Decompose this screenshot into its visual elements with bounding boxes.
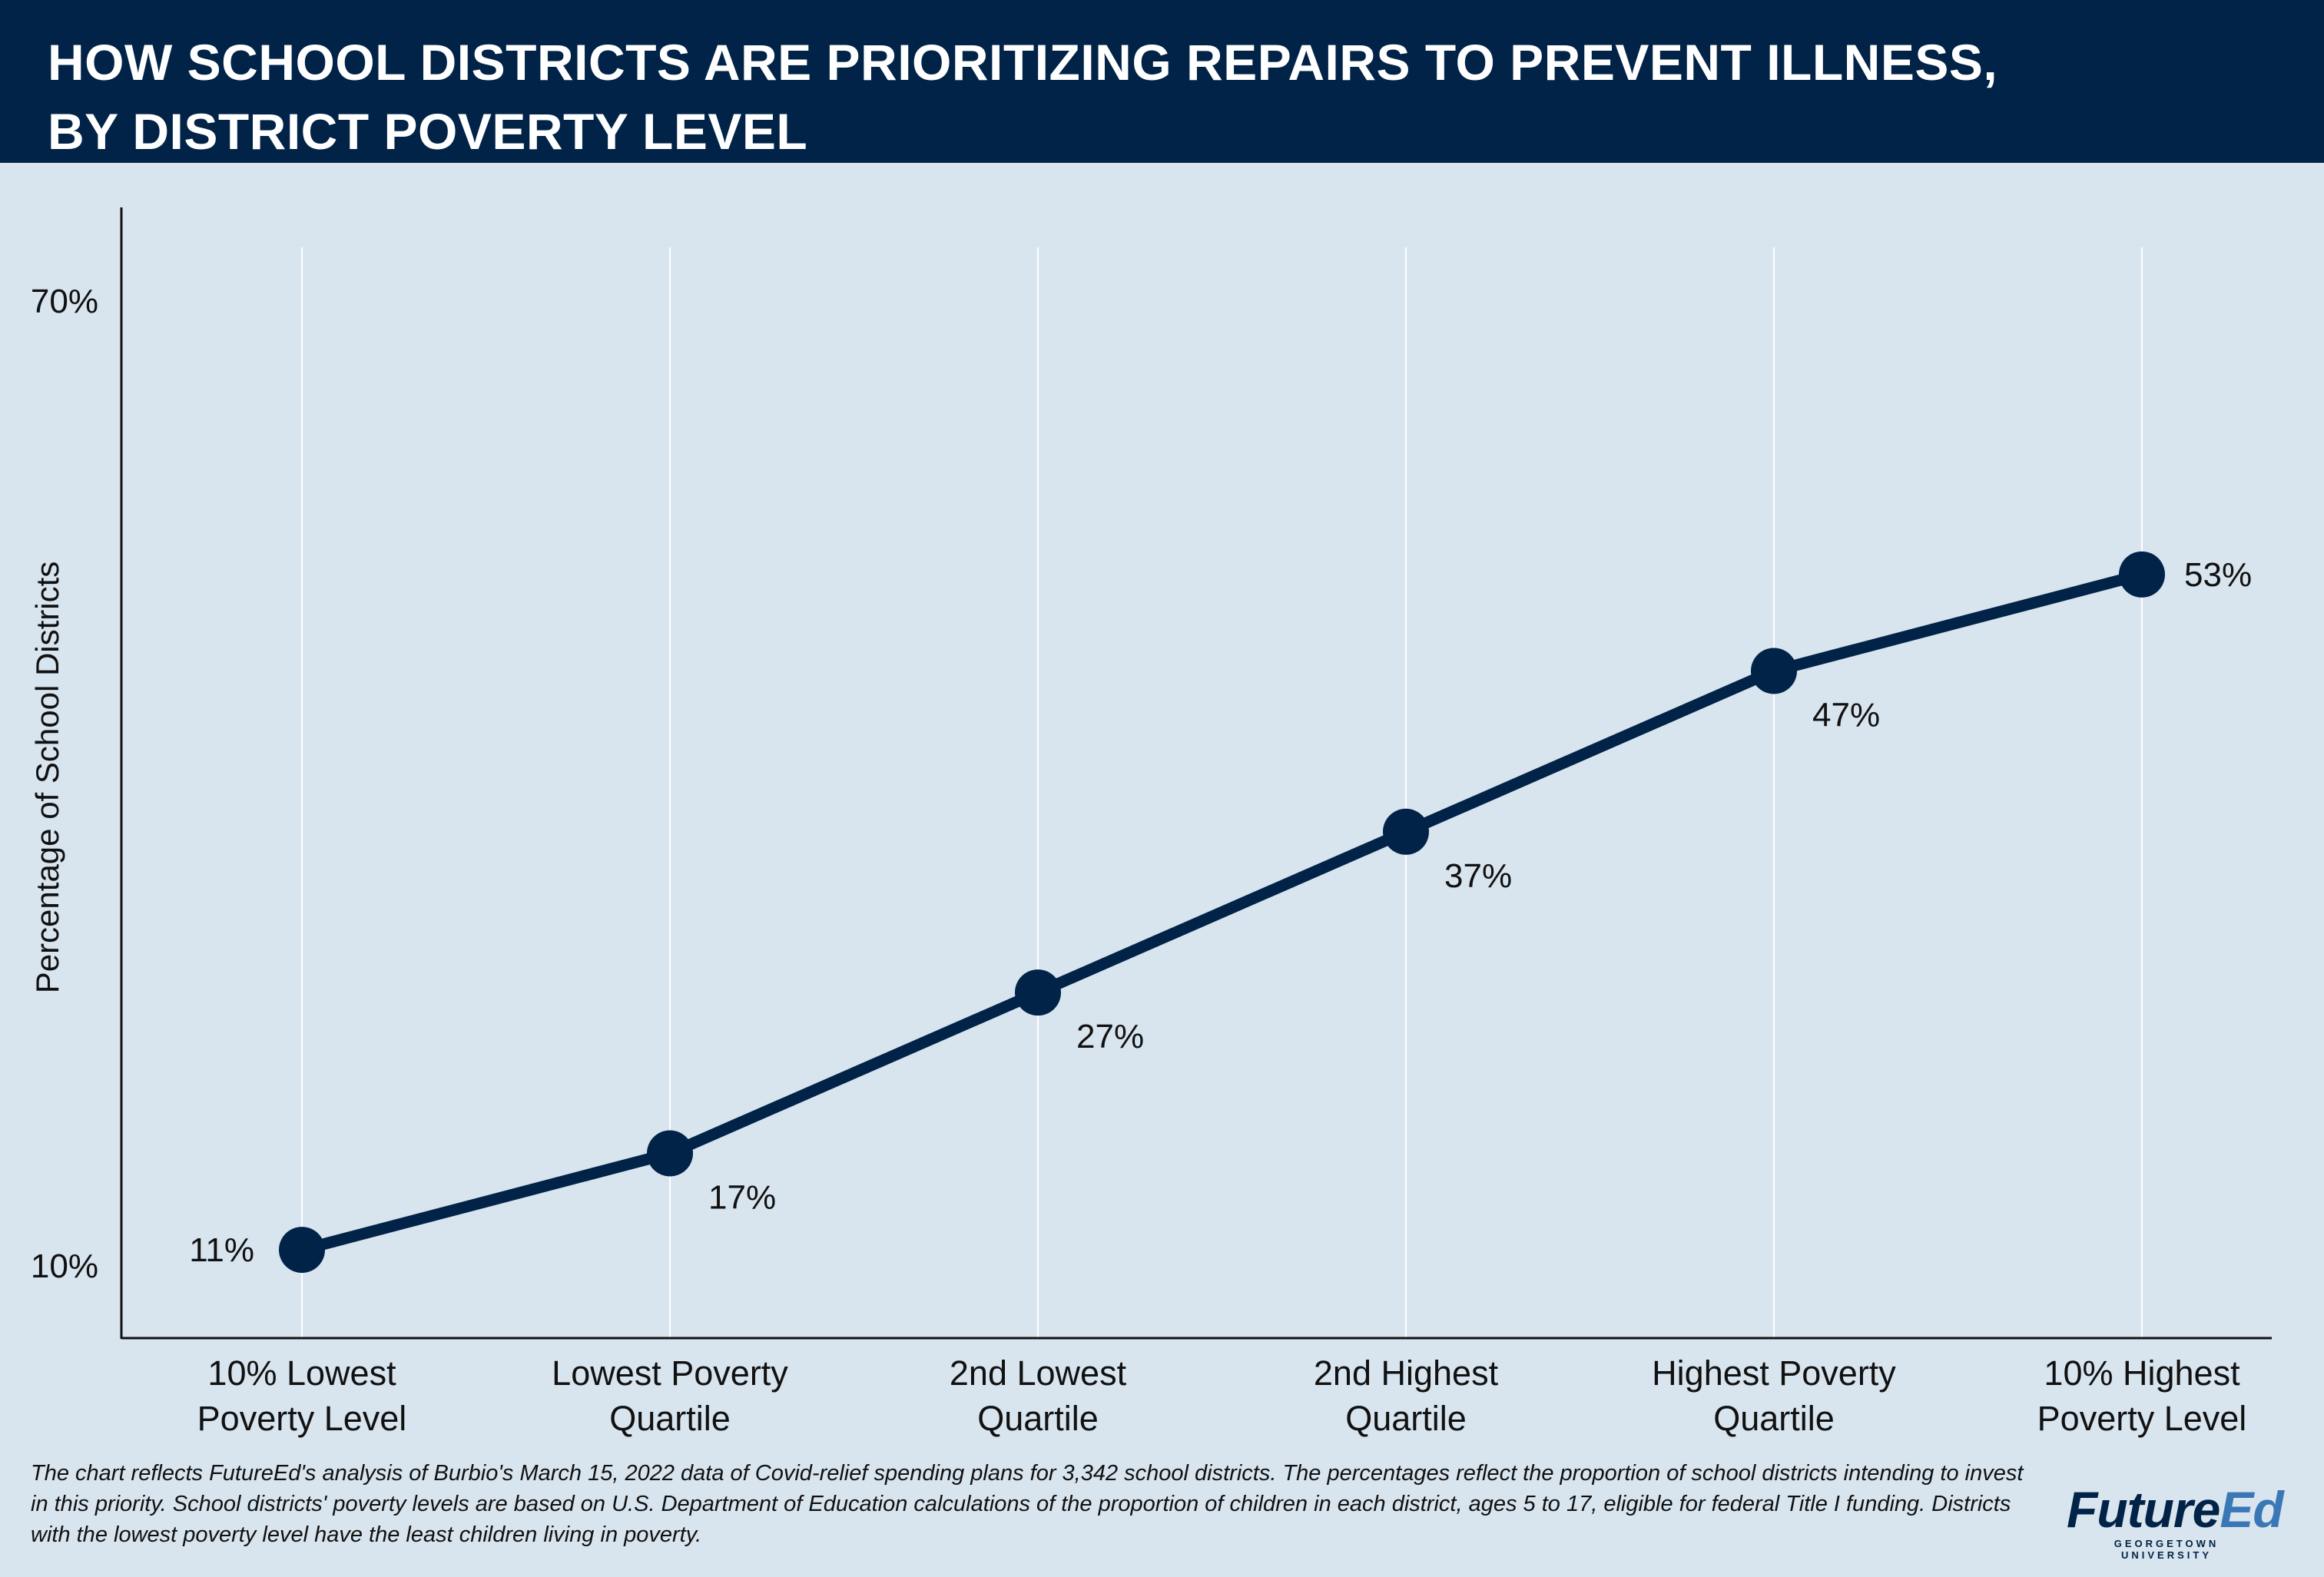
series-line bbox=[296, 568, 2148, 1256]
data-label-2: 27% bbox=[1076, 1018, 1144, 1055]
data-label-0: 11% bbox=[189, 1231, 254, 1269]
logo-subtitle: GEORGETOWN UNIVERSITY bbox=[2113, 1538, 2220, 1561]
futureed-logo: FutureEd GEORGETOWN UNIVERSITY bbox=[2067, 1481, 2284, 1561]
data-point-2 bbox=[1015, 969, 1061, 1016]
title-banner: HOW SCHOOL DISTRICTS ARE PRIORITIZING RE… bbox=[0, 0, 2324, 163]
x-tick-label-2-0: 2nd Lowest bbox=[950, 1353, 1127, 1393]
x-tick-label-5-1: Poverty Level bbox=[2037, 1399, 2247, 1438]
data-label-3: 37% bbox=[1444, 857, 1512, 895]
x-tick-label-1-1: Quartile bbox=[609, 1399, 731, 1438]
data-label-1: 17% bbox=[708, 1178, 776, 1216]
data-point-0 bbox=[279, 1227, 325, 1274]
chart-title-line-1: HOW SCHOOL DISTRICTS ARE PRIORITIZING RE… bbox=[48, 34, 1998, 91]
logo-wordmark: FutureEd bbox=[2067, 1481, 2284, 1538]
data-point-3 bbox=[1383, 808, 1429, 855]
data-point-1 bbox=[647, 1130, 693, 1177]
x-tick-label-4-0: Highest Poverty bbox=[1652, 1353, 1896, 1393]
chart-title: HOW SCHOOL DISTRICTS ARE PRIORITIZING RE… bbox=[48, 28, 2276, 166]
x-tick-label-0-1: Poverty Level bbox=[197, 1399, 407, 1438]
footnote: The chart reflects FutureEd's analysis o… bbox=[31, 1461, 2024, 1547]
y-axis-label: Percentage of School Districts bbox=[29, 561, 65, 994]
x-tick-label-1-0: Lowest Poverty bbox=[552, 1353, 788, 1393]
y-tick-label-1: 70% bbox=[31, 283, 98, 320]
x-tick-label-5-0: 10% Highest bbox=[2044, 1353, 2240, 1393]
x-tick-label-2-1: Quartile bbox=[977, 1399, 1099, 1438]
chart-title-line-2: BY DISTRICT POVERTY LEVEL bbox=[48, 103, 808, 160]
x-tick-label-4-1: Quartile bbox=[1713, 1399, 1835, 1438]
data-label-5: 53% bbox=[2184, 556, 2252, 594]
data-label-4: 47% bbox=[1812, 696, 1880, 734]
data-point-5 bbox=[2119, 551, 2165, 598]
x-tick-label-0-0: 10% Lowest bbox=[207, 1353, 396, 1393]
data-point-4 bbox=[1751, 648, 1797, 694]
x-tick-label-3-0: 2nd Highest bbox=[1314, 1353, 1499, 1393]
y-tick-label-0: 10% bbox=[31, 1247, 98, 1285]
x-tick-label-3-1: Quartile bbox=[1345, 1399, 1467, 1438]
